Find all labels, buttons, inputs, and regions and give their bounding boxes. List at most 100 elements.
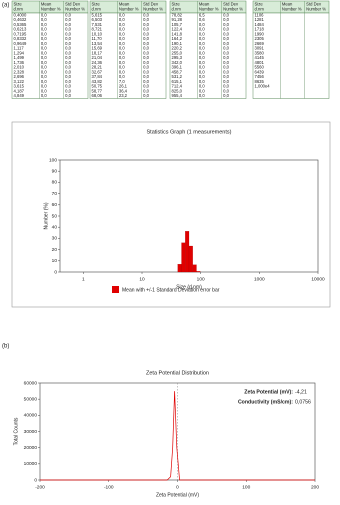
table-cell: 0,0: [199, 50, 205, 55]
table-cell: 7,0: [119, 79, 125, 84]
table-cell: 0,0: [41, 36, 47, 41]
y-tick-label: 30000: [24, 429, 38, 435]
table-cell: 8,721: [92, 27, 103, 32]
table-cell: 0,4632: [14, 17, 27, 22]
table-cell: 0,6213: [14, 27, 27, 32]
table-cell: 0,0: [223, 55, 229, 60]
y-tick-label: 40000: [24, 413, 38, 419]
table-cell: 0,9649: [14, 41, 27, 46]
table-cell: 3580: [255, 50, 265, 55]
chart-frame: [11, 121, 331, 308]
table-cell: 1,499: [14, 55, 25, 60]
table-cell: 2,328: [14, 69, 25, 74]
table-cell: 2669: [255, 41, 265, 46]
y-tick-label: 70: [52, 191, 58, 197]
table-header: Number %: [282, 6, 302, 11]
table-cell: 0,0: [223, 79, 229, 84]
table-cell: 37,84: [92, 74, 103, 79]
table-header: Size: [172, 1, 181, 6]
table-cell: 0,0: [41, 31, 47, 36]
table-cell: 0,0: [223, 36, 229, 41]
table-cell: 1,117: [14, 46, 25, 51]
table-cell: 0,0: [199, 27, 205, 32]
table-cell: 0,0: [65, 93, 71, 98]
table-header: Size: [92, 1, 101, 6]
bar: [177, 264, 182, 273]
table-cell: 11,70: [92, 36, 103, 41]
table-cell: 5,615: [92, 12, 103, 17]
table-cell: 105,7: [172, 22, 183, 27]
table-header: Mean: [199, 1, 210, 6]
table-cell: 7456: [255, 74, 265, 79]
table-cell: 0,0: [65, 69, 71, 74]
table-cell: 68,06: [92, 93, 103, 98]
table-cell: 0,0: [223, 12, 229, 17]
table-cell: 0,0: [143, 50, 149, 55]
table-cell: 1106: [255, 12, 265, 17]
table-cell: 0,0: [41, 22, 47, 27]
table-body: [11, 12, 89, 99]
table-cell: 0,0: [65, 22, 71, 27]
legend-swatch: [112, 286, 119, 293]
table-cell: 0,0: [119, 46, 125, 51]
x-tick-label: 100: [242, 484, 250, 490]
table-cell: 0,0: [119, 74, 125, 79]
table-cell: 122,4: [172, 27, 183, 32]
table-cell: 0,0: [119, 36, 125, 41]
table-cell: 825,0: [172, 88, 183, 93]
table-cell: 0,0: [199, 79, 205, 84]
table-header: Number %: [119, 6, 139, 11]
table-cell: 0,0: [119, 17, 125, 22]
y-tick-label: 90: [52, 168, 58, 174]
table-header: d.nm: [14, 6, 24, 11]
y-tick-label: 60000: [24, 380, 38, 386]
table-header: Std Dev: [143, 1, 159, 6]
bar: [192, 264, 197, 273]
table-cell: 0,5365: [14, 22, 27, 27]
table-header: Std Dev: [65, 1, 81, 6]
table-cell: 4801: [255, 60, 265, 65]
table-cell: 0,0: [41, 65, 47, 70]
table-cell: 21,04: [92, 55, 103, 60]
table-cell: 0,4000: [14, 12, 27, 17]
table-cell: 2,696: [14, 74, 25, 79]
table-cell: 0,0: [65, 60, 71, 65]
table-cell: 0,0: [65, 74, 71, 79]
x-tick-label: 1000: [254, 276, 265, 282]
table-cell: 0,0: [65, 41, 71, 46]
y-axis-label: Number (%): [43, 202, 49, 229]
table-header: Number %: [143, 6, 163, 11]
table-cell: 3,615: [14, 84, 25, 89]
table-header: Mean: [41, 1, 52, 6]
table-header: Std Dev: [306, 1, 322, 6]
table-cell: 4,849: [14, 93, 25, 98]
bar: [181, 242, 186, 273]
table-cell: 0,0: [119, 55, 125, 60]
table-header: Number %: [306, 6, 326, 11]
table-cell: 0,0: [143, 79, 149, 84]
table-header: Number %: [223, 6, 243, 11]
table-cell: 0,0: [199, 65, 205, 70]
table-cell: 6,5: [199, 12, 205, 17]
table-cell: 18,17: [92, 50, 103, 55]
table-cell: 0,0: [119, 50, 125, 55]
table-cell: 0,0: [199, 55, 205, 60]
y-tick-label: 0: [54, 269, 57, 275]
table-cell: 190,1: [172, 41, 183, 46]
table-header: d.nm: [172, 6, 182, 11]
table-cell: 164,2: [172, 36, 183, 41]
table-cell: 0,8332: [14, 36, 27, 41]
table-cell: 0,0: [119, 65, 125, 70]
y-tick-label: 20000: [24, 445, 38, 451]
table-cell: 6,503: [92, 17, 103, 22]
table-cell: 0,0: [41, 41, 47, 46]
table-cell: 0,0: [143, 12, 149, 17]
table-header: Number %: [199, 6, 219, 11]
annotation-value: -4,21: [295, 389, 307, 395]
bar: [185, 231, 190, 273]
table-cell: 0,0: [143, 93, 149, 98]
table-cell: 1281: [255, 17, 265, 22]
x-tick-label: 1: [82, 276, 85, 282]
table-cell: 0,0: [143, 36, 149, 41]
annotation-value: 0,0756: [295, 399, 311, 405]
